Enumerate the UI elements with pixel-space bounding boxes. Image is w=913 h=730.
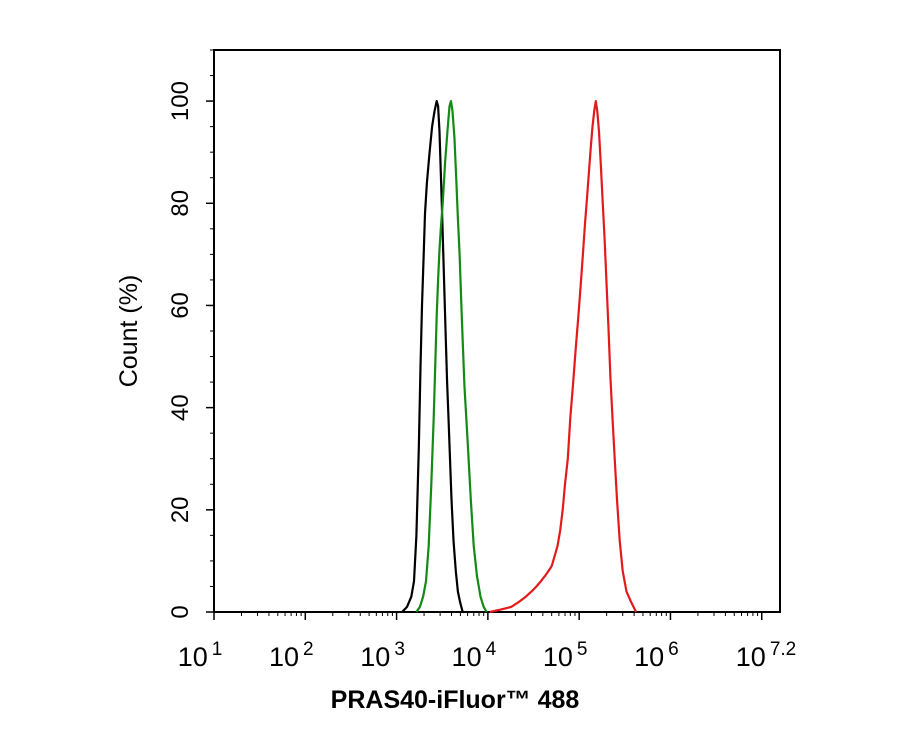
y-tick-label: 80 [167,190,194,217]
histogram-series-1 [401,100,464,613]
x-tick-label: 10 1 [178,639,223,672]
x-tick-label: 10 4 [452,639,497,672]
x-tick-label: 10 3 [360,639,405,672]
y-tick-label: 0 [167,605,194,618]
y-tick-label: 20 [167,496,194,523]
x-tick-label: 10 5 [543,639,588,672]
series-layer [401,100,638,614]
x-tick-label: 10 7.2 [736,639,796,672]
y-tick-label: 40 [167,394,194,421]
y-axis-title: Count (%) [115,275,143,388]
x-tick-label: 10 6 [634,639,679,672]
histogram-series-2 [415,100,488,613]
y-tick-label: 100 [167,81,194,121]
x-axis-title: PRAS40-iFluor™ 488 [331,686,580,714]
x-axis-ticks: 10 1 10 2 10 3 10 4 10 5 10 6 10 7.2 [178,612,796,672]
x-tick-label: 10 2 [269,639,314,672]
y-axis-ticks: 0 20 40 60 80 100 [167,49,214,619]
histogram-series-3 [489,100,638,614]
plot-area-frame [213,49,781,613]
y-tick-label: 60 [167,292,194,319]
